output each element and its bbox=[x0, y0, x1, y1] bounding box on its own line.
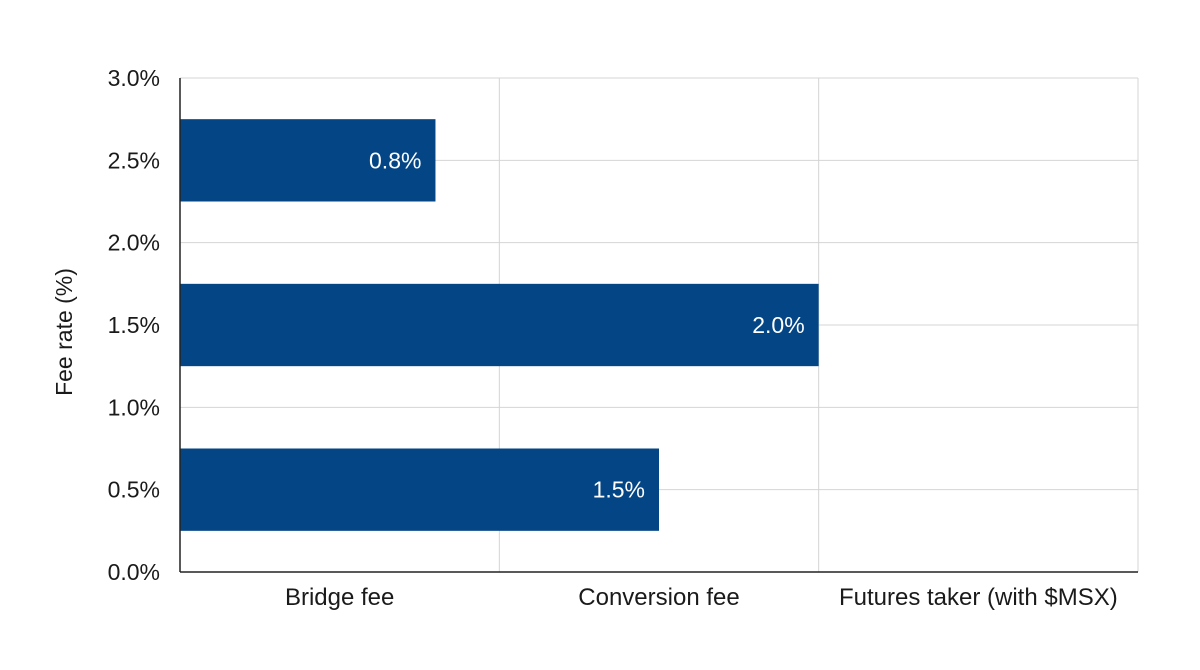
category-label: Conversion fee bbox=[578, 584, 739, 611]
category-labels: Bridge fee Conversion fee Futures taker (w… bbox=[285, 584, 1118, 611]
y-tick-label: 1.5% bbox=[108, 312, 160, 338]
bar bbox=[180, 119, 436, 202]
axes bbox=[179, 78, 1138, 573]
bar-value-label: 2.0% bbox=[752, 312, 804, 338]
y-tick-label: 3.0% bbox=[108, 65, 160, 91]
y-tick-label: 0.0% bbox=[108, 559, 160, 585]
y-tick-label: 2.5% bbox=[108, 147, 160, 173]
category-label: Bridge fee bbox=[285, 584, 394, 611]
bar bbox=[180, 448, 659, 531]
y-tick-label: 0.5% bbox=[108, 477, 160, 503]
bar-value-label: 0.8% bbox=[369, 147, 421, 173]
y-axis-title: Fee rate (%) bbox=[51, 268, 77, 396]
y-tick-label: 2.0% bbox=[108, 230, 160, 256]
y-tick-label: 1.0% bbox=[108, 394, 160, 420]
bar-value-label: 1.5% bbox=[593, 477, 645, 503]
bars: 0.8% 2.0% 1.5% bbox=[180, 119, 819, 531]
category-label: Futures taker (with $MSX) bbox=[839, 584, 1118, 611]
y-tick-labels: 0.0% 0.5% 1.0% 1.5% 2.0% 2.5% 3.0% bbox=[108, 65, 160, 585]
bar bbox=[180, 283, 819, 367]
